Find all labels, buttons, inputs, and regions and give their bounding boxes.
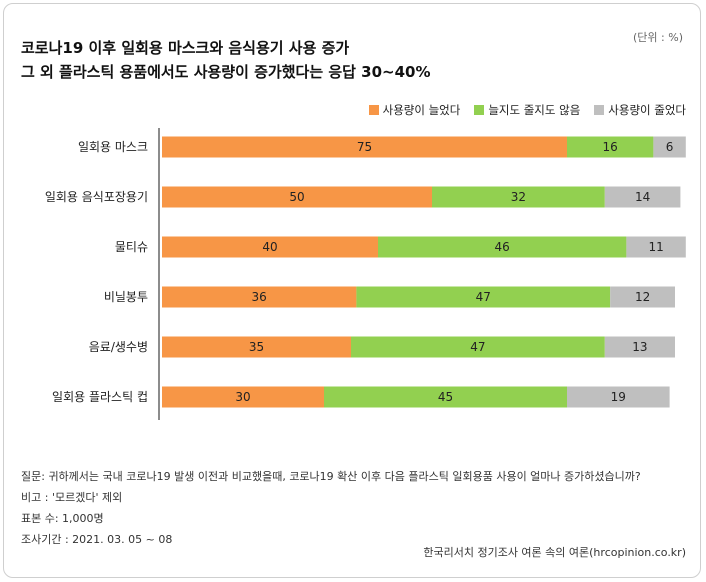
title-line-1: 코로나19 이후 일회용 마스크와 음식용기 사용 증가 <box>21 39 350 57</box>
value-label-drink-bottle-decrease: 13 <box>632 340 647 354</box>
value-label-plastic-bag-increase: 36 <box>252 290 267 304</box>
legend-swatch-same <box>474 105 485 115</box>
category-label-plastic-bag: 비닐봉투 <box>104 290 148 304</box>
value-label-plastic-cup-increase: 30 <box>235 390 250 404</box>
bar-mask-increase <box>162 136 567 158</box>
category-label-drink-bottle: 음료/생수병 <box>89 340 148 354</box>
bar-wet-wipes-decrease <box>626 236 686 258</box>
legend-swatch-decrease <box>594 105 605 115</box>
chart-frame <box>3 3 701 578</box>
footer-notes: 질문: 귀하께서는 국내 코로나19 발생 이전과 비교했을때, 코로나19 확… <box>21 466 641 550</box>
value-label-plastic-cup-same: 45 <box>438 390 453 404</box>
bar-drink-bottle-same <box>351 336 605 358</box>
legend-item-decrease: 사용량이 줄었다 <box>594 102 686 118</box>
value-label-food-container-same: 32 <box>511 190 526 204</box>
value-label-plastic-bag-same: 47 <box>476 290 491 304</box>
chart-title: 코로나19 이후 일회용 마스크와 음식용기 사용 증가 그 외 플라스틱 용품… <box>21 36 431 84</box>
legend-label-increase: 사용량이 늘었다 <box>382 103 461 117</box>
footer-period: 조사기간 : 2021. 03. 05 ~ 08 <box>21 533 173 546</box>
stacked-bar-chart: 일회용 마스크 75 16 6 일회용 음식포장용기 50 32 14 물티슈 40 46 11 비닐봉… <box>45 128 686 420</box>
value-label-wet-wipes-increase: 40 <box>262 240 277 254</box>
bar-food-container-same <box>432 186 605 208</box>
legend-label-decrease: 사용량이 줄었다 <box>608 103 686 117</box>
value-label-drink-bottle-increase: 35 <box>249 340 264 354</box>
bar-drink-bottle-increase <box>162 336 351 358</box>
bar-plastic-cup-increase <box>162 386 324 408</box>
legend-item-same: 늘지도 줄지도 않음 <box>474 102 580 118</box>
legend-item-increase: 사용량이 늘었다 <box>368 102 461 118</box>
bar-mask-decrease <box>653 136 686 158</box>
category-label-plastic-cup: 일회용 플라스틱 컵 <box>52 390 148 404</box>
value-label-wet-wipes-decrease: 11 <box>648 240 663 254</box>
value-label-wet-wipes-same: 46 <box>495 240 510 254</box>
value-label-mask-decrease: 6 <box>666 140 674 154</box>
legend: 사용량이 늘었다 늘지도 줄지도 않음 사용량이 줄었다 <box>368 102 686 118</box>
bar-row-drink-bottle: 음료/생수병 35 47 13 <box>89 336 675 358</box>
category-label-wet-wipes: 물티슈 <box>115 240 148 254</box>
value-label-food-container-decrease: 14 <box>635 190 650 204</box>
category-label-mask: 일회용 마스크 <box>78 140 148 154</box>
unit-label: (단위 : %) <box>633 31 683 44</box>
bar-plastic-cup-decrease <box>567 386 670 408</box>
legend-swatch-increase <box>368 105 379 115</box>
bar-food-container-decrease <box>604 186 681 208</box>
bar-plastic-bag-same <box>356 286 611 308</box>
footer-sample: 표본 수: 1,000명 <box>21 512 104 525</box>
value-label-food-container-increase: 50 <box>289 190 304 204</box>
bar-row-plastic-cup: 일회용 플라스틱 컵 30 45 19 <box>52 386 670 408</box>
bar-row-mask: 일회용 마스크 75 16 6 <box>78 136 686 158</box>
bar-row-food-container: 일회용 음식포장용기 50 32 14 <box>45 186 681 208</box>
category-label-food-container: 일회용 음식포장용기 <box>45 190 148 204</box>
source-credit: 한국리서치 정기조사 여론 속의 여론(hrcopinion.co.kr) <box>423 546 686 559</box>
bar-wet-wipes-same <box>378 236 627 258</box>
bar-row-wet-wipes: 물티슈 40 46 11 <box>115 236 686 258</box>
footer-question: 질문: 귀하께서는 국내 코로나19 발생 이전과 비교했을때, 코로나19 확… <box>21 470 641 483</box>
bar-wet-wipes-increase <box>162 236 378 258</box>
bar-plastic-cup-same <box>324 386 567 408</box>
bar-plastic-bag-decrease <box>610 286 675 308</box>
value-label-plastic-cup-decrease: 19 <box>611 390 626 404</box>
bar-mask-same <box>567 136 654 158</box>
value-label-plastic-bag-decrease: 12 <box>635 290 650 304</box>
legend-label-same: 늘지도 줄지도 않음 <box>488 103 581 117</box>
bar-plastic-bag-increase <box>162 286 357 308</box>
bar-food-container-increase <box>162 186 432 208</box>
bar-row-plastic-bag: 비닐봉투 36 47 12 <box>104 286 675 308</box>
footer-note: 비고 : '모르겠다' 제외 <box>21 491 123 504</box>
value-label-mask-increase: 75 <box>357 140 372 154</box>
bar-drink-bottle-decrease <box>604 336 675 358</box>
title-line-2: 그 외 플라스틱 용품에서도 사용량이 증가했다는 응답 30~40% <box>21 63 431 81</box>
value-label-mask-same: 16 <box>603 140 618 154</box>
value-label-drink-bottle-same: 47 <box>470 340 485 354</box>
